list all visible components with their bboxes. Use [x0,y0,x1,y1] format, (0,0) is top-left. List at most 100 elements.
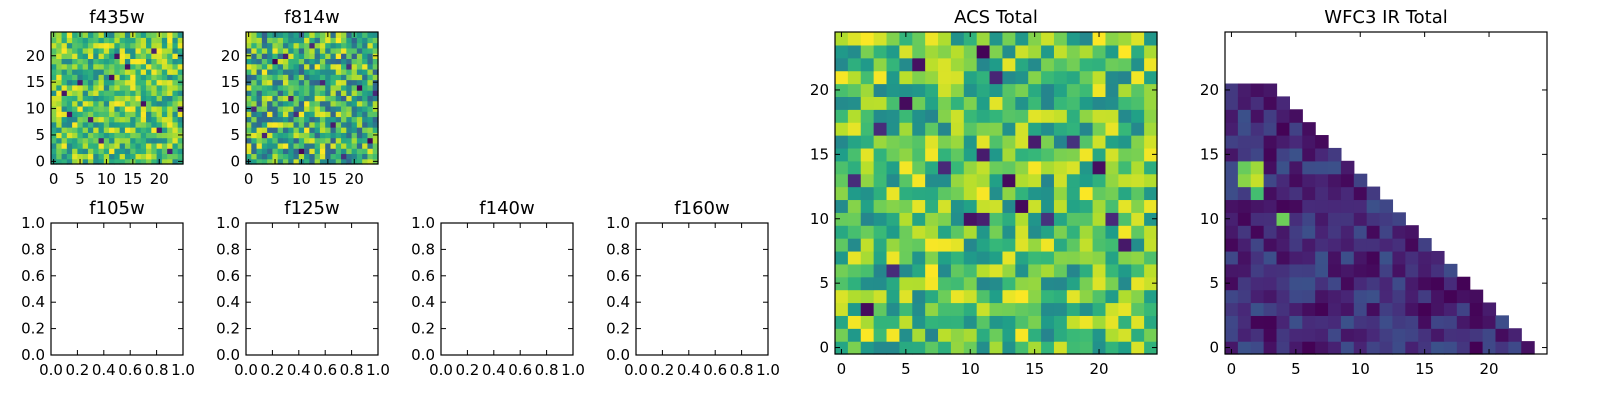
heatmap-cell [1276,315,1290,329]
heatmap-cell [1340,315,1355,329]
heatmap-cell [156,116,163,123]
heatmap-cell [98,111,105,118]
heatmap-cell [1302,250,1316,265]
heatmap-cell [1105,186,1119,201]
heatmap-cell [304,116,310,123]
heatmap-cell [341,132,347,139]
heatmap-cell [251,68,258,75]
heatmap-cell [963,83,978,97]
heatmap-cell [177,111,184,118]
heatmap-cell [362,53,369,59]
heatmap-cell [976,302,991,316]
heatmap-cell [72,116,78,123]
heatmap-cell [61,137,68,144]
heatmap-cell [103,58,110,65]
heatmap-cell [82,148,89,155]
heatmap-cell [146,148,152,155]
heatmap-cell [950,160,965,175]
heatmap-cell [1041,83,1055,97]
heatmap-cell [161,32,168,38]
heatmap-cell [251,121,258,128]
heatmap-cell [362,100,369,107]
heatmap-cell [1131,199,1145,213]
heatmap-cell [277,105,284,112]
heatmap-cell [372,95,379,102]
heatmap-cell [119,90,126,96]
heatmap-cell [1302,341,1316,355]
heatmap-cell [261,121,268,128]
heatmap-cell [989,96,1004,110]
heatmap-cell [114,121,121,128]
heatmap-cell [1276,341,1290,355]
heatmap-cell [325,79,332,86]
x-tick-label: 0.8 [535,361,559,379]
heatmap-cell [899,32,913,46]
heatmap-cell [1041,122,1055,136]
heatmap-cell [1250,135,1265,149]
heatmap-cell [156,68,163,75]
heatmap-cell [167,148,174,155]
heatmap-cell [1053,328,1068,342]
heatmap-cell [989,225,1004,239]
heatmap-cell [1092,302,1107,316]
heatmap-cell [346,74,353,81]
heatmap-cell [1028,173,1042,188]
heatmap-cell [372,47,379,54]
heatmap-cell [277,53,284,59]
heatmap-cell [873,44,888,59]
heatmap-cell [847,173,862,188]
heatmap-cell [119,58,126,65]
heatmap-cell [335,74,342,81]
heatmap-cell [346,84,353,91]
heatmap-cell [124,58,131,65]
heatmap-cell [82,42,89,49]
heatmap-cell [1079,212,1094,226]
heatmap-cell [1302,199,1316,213]
heatmap-cell [325,90,332,96]
heatmap-cell [135,121,142,128]
heatmap-cell [1015,212,1029,226]
heatmap-cell [346,111,353,118]
heatmap-cell [356,84,363,91]
heatmap-cell [77,90,84,96]
heatmap-cell [87,47,94,54]
heatmap-cell [1079,199,1094,213]
heatmap-cell [963,32,978,46]
heatmap-cell [860,70,875,85]
heatmap-cell [140,158,147,165]
heatmap-cell [93,132,100,139]
heatmap-cell [1482,302,1497,316]
heatmap-cell [246,68,252,75]
heatmap-cell [1015,302,1029,316]
heatmap-cell [899,250,913,265]
heatmap-cell [925,289,939,304]
panel-title: ACS Total [954,7,1038,28]
heatmap-cell [1105,328,1119,342]
heatmap-cell [899,315,913,329]
heatmap-cell [1237,135,1252,149]
heatmap-cell [335,63,342,70]
heatmap-cell [1131,109,1145,123]
heatmap-cell [372,116,379,123]
heatmap-cell [93,153,100,160]
heatmap-cell [1289,109,1303,123]
heatmap-cell [362,84,369,91]
heatmap-cell [1225,122,1239,136]
heatmap-cell [335,142,342,149]
heatmap-cell [293,116,300,123]
heatmap-cell [362,153,369,160]
y-tick-label: 0.8 [216,240,240,258]
heatmap-cell [293,53,300,59]
heatmap-cell [298,137,305,144]
heatmap-cell [66,158,73,165]
heatmap-cell [1028,32,1042,46]
heatmap-cell [341,68,347,75]
heatmap-cell [114,47,121,54]
heatmap-cell [66,95,73,102]
heatmap-cell [130,37,137,44]
heatmap-cell [56,47,63,54]
heatmap-cell [261,58,268,65]
y-tick-label: 0.0 [21,346,45,364]
x-tick-label: 0.6 [313,361,337,379]
